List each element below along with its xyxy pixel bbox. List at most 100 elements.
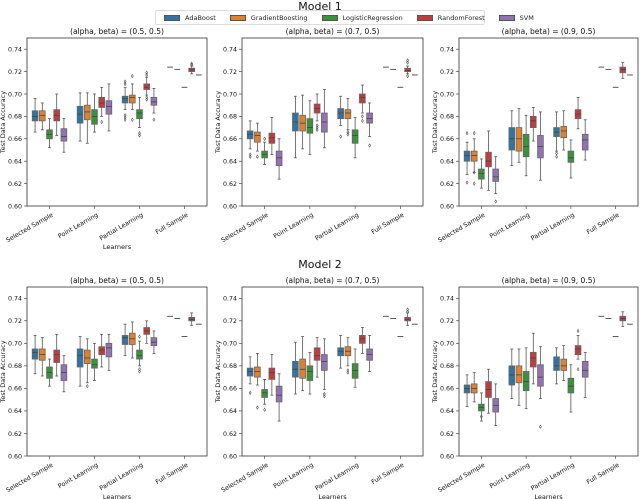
y-tick-label: 0.72: [223, 69, 237, 76]
legend-label: AdaBoost: [185, 13, 216, 22]
box-svm: [321, 112, 328, 133]
box-gradientboosting: [470, 150, 478, 162]
box-randomforest: [143, 83, 150, 90]
box-gradientboosting: [254, 131, 261, 143]
y-tick-label: 0.66: [223, 386, 237, 393]
outlier-point: [263, 136, 266, 141]
legend-item-logisticregression: LogisticRegression: [321, 14, 403, 22]
x-tick-label: Point Learning: [489, 212, 531, 241]
outlier-point: [555, 154, 558, 159]
axes-frame: [458, 37, 639, 207]
x-tick-label: Point Learning: [489, 462, 531, 491]
box-adaboost: [31, 110, 39, 122]
x-tick-label: Selected Sample: [437, 212, 486, 245]
y-tick-label: 0.68: [8, 363, 22, 370]
y-tick-label: 0.68: [440, 363, 454, 370]
y-tick-label: 0.72: [223, 318, 237, 325]
outlier-point: [494, 199, 498, 204]
legend-label: GradientBoosting: [250, 13, 308, 22]
y-tick-label: 0.66: [8, 136, 22, 143]
box-randomforest: [268, 132, 276, 144]
box-adaboost: [508, 365, 516, 386]
outlier-point: [190, 61, 194, 66]
legend-swatch-randomforest: [416, 14, 433, 21]
box-adaboost: [246, 130, 254, 140]
outlier-point: [339, 134, 342, 139]
legend-swatch-svm: [498, 14, 515, 21]
legend-swatch-logisticregression: [321, 14, 338, 21]
box-randomforest: [53, 349, 60, 363]
outlier-point: [472, 131, 476, 136]
y-tick-label: 0.68: [8, 114, 22, 121]
box-randomforest: [359, 335, 366, 344]
y-axis-label: Test Data Accuracy: [0, 91, 7, 154]
box-randomforest: [188, 317, 195, 322]
box-logisticregression: [91, 358, 98, 369]
outlier-point: [315, 123, 319, 128]
outlier-point: [138, 369, 141, 374]
axes-frame: [241, 37, 424, 207]
panel-title: (alpha, beta) = (0.7, 0.5): [286, 27, 380, 36]
y-tick-label: 0.60: [8, 453, 22, 460]
y-axis-label: Test Data Accuracy: [214, 340, 222, 403]
box-adaboost: [337, 347, 344, 357]
outlier-point: [123, 117, 127, 122]
box-adaboost: [31, 348, 39, 360]
box-svm: [321, 354, 328, 371]
outlier-point: [346, 132, 350, 137]
box-svm: [275, 385, 283, 403]
box-logisticregression: [478, 168, 485, 180]
y-tick-label: 0.70: [223, 341, 237, 348]
outlier-point: [323, 391, 326, 397]
outlier-point: [85, 383, 89, 389]
x-tick-label: Selected Sample: [5, 212, 54, 245]
axes-frame: [241, 286, 424, 457]
outlier-point: [100, 119, 104, 125]
box-randomforest: [530, 351, 537, 368]
outlier-point: [465, 180, 469, 185]
box-svm: [275, 150, 283, 167]
outlier-point: [346, 368, 350, 373]
box-adaboost: [121, 95, 129, 104]
y-tick-label: 0.60: [223, 203, 237, 210]
y-tick-label: 0.64: [440, 159, 454, 166]
box-logisticregression: [91, 109, 98, 125]
x-tick-label: Full Sample: [586, 212, 621, 236]
outlier-point: [406, 307, 409, 312]
legend-item-svm: SVM: [498, 14, 534, 22]
y-tick-label: 0.62: [440, 431, 454, 438]
y-tick-label: 0.74: [223, 296, 237, 303]
box-logisticregression: [136, 349, 143, 360]
box-svm: [492, 168, 499, 182]
y-tick-label: 0.64: [8, 159, 22, 166]
x-axis-label: Learners: [103, 243, 132, 251]
box-randomforest: [619, 66, 627, 74]
x-tick-label: Partial Learning: [314, 212, 360, 243]
panel-title: (alpha, beta) = (0.9, 0.5): [502, 276, 596, 285]
outlier-point: [130, 73, 134, 79]
x-tick-label: Point Learning: [272, 212, 314, 241]
x-tick-label: Full Sample: [154, 212, 189, 236]
y-tick-label: 0.60: [440, 453, 454, 460]
box-randomforest: [404, 67, 411, 72]
y-tick-label: 0.66: [440, 136, 454, 143]
box-randomforest: [574, 345, 582, 356]
box-logisticregression: [136, 109, 143, 120]
outlier-point: [323, 394, 326, 399]
box-randomforest: [530, 116, 537, 129]
box-gradientboosting: [560, 358, 567, 371]
outlier-point: [368, 143, 371, 148]
y-tick-label: 0.74: [440, 47, 454, 54]
box-adaboost: [76, 105, 84, 124]
outlier-point: [152, 117, 156, 122]
x-tick-label: Selected Sample: [5, 462, 54, 495]
box-gradientboosting: [129, 94, 136, 104]
outlier-point: [248, 154, 252, 159]
outlier-point: [123, 113, 127, 118]
panel-title: (alpha, beta) = (0.9, 0.5): [502, 27, 596, 36]
axes-frame: [458, 286, 639, 457]
outlier-point: [145, 97, 149, 102]
y-tick-label: 0.66: [8, 386, 22, 393]
outlier-point: [346, 370, 350, 375]
